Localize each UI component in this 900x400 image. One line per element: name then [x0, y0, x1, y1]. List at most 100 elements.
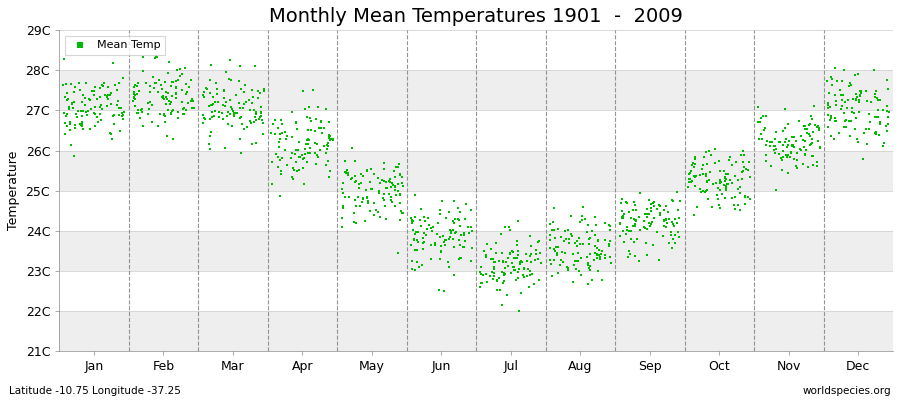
- Point: [237, 125, 251, 132]
- Point: [479, 270, 493, 277]
- Point: [702, 148, 716, 155]
- Point: [588, 232, 602, 238]
- Point: [324, 136, 338, 142]
- Point: [751, 118, 765, 125]
- Point: [248, 109, 263, 116]
- Point: [588, 250, 602, 256]
- Point: [233, 63, 248, 70]
- Point: [351, 185, 365, 192]
- Point: [528, 246, 543, 253]
- Point: [310, 152, 324, 158]
- Point: [496, 259, 510, 266]
- Point: [367, 200, 382, 206]
- Point: [444, 228, 458, 235]
- Point: [789, 150, 804, 156]
- Point: [443, 227, 457, 233]
- Point: [364, 166, 378, 172]
- Point: [729, 158, 743, 165]
- Point: [798, 123, 813, 130]
- Point: [561, 267, 575, 273]
- Point: [164, 111, 178, 117]
- Point: [152, 111, 166, 118]
- Point: [405, 220, 419, 226]
- Point: [781, 142, 796, 148]
- Point: [508, 276, 523, 283]
- Point: [395, 180, 410, 186]
- Point: [483, 273, 498, 279]
- Point: [377, 160, 392, 166]
- Point: [405, 258, 419, 264]
- Point: [787, 156, 801, 162]
- Point: [728, 206, 742, 212]
- Point: [158, 119, 172, 125]
- Point: [256, 86, 271, 92]
- Point: [179, 81, 194, 87]
- Point: [339, 168, 354, 175]
- Point: [355, 199, 369, 206]
- Point: [880, 77, 895, 83]
- Point: [505, 248, 519, 254]
- Point: [275, 121, 290, 127]
- Point: [776, 142, 790, 148]
- Point: [759, 158, 773, 164]
- Point: [416, 240, 430, 247]
- Point: [698, 189, 713, 195]
- Point: [484, 269, 499, 275]
- Point: [71, 108, 86, 114]
- Point: [592, 256, 607, 262]
- Point: [696, 170, 710, 177]
- Point: [809, 159, 824, 165]
- Point: [557, 238, 572, 244]
- Point: [383, 194, 398, 200]
- Point: [438, 237, 453, 243]
- Point: [876, 143, 890, 150]
- Point: [89, 96, 104, 102]
- Point: [716, 182, 731, 188]
- Point: [360, 168, 374, 174]
- Point: [358, 186, 373, 193]
- Point: [811, 122, 825, 129]
- Point: [246, 100, 260, 106]
- Point: [788, 134, 802, 140]
- Point: [477, 248, 491, 254]
- Point: [770, 187, 784, 194]
- Point: [765, 139, 779, 146]
- Point: [248, 140, 263, 146]
- Point: [572, 268, 586, 275]
- Point: [379, 179, 393, 185]
- Point: [298, 106, 312, 112]
- Point: [638, 211, 652, 218]
- Point: [601, 241, 616, 247]
- Point: [116, 112, 130, 118]
- Point: [339, 170, 354, 176]
- Point: [812, 127, 826, 134]
- Point: [361, 198, 375, 205]
- Point: [204, 62, 219, 69]
- Point: [794, 147, 808, 153]
- Point: [517, 266, 531, 272]
- Point: [723, 154, 737, 160]
- Point: [75, 121, 89, 128]
- Point: [98, 92, 112, 98]
- Point: [354, 180, 368, 186]
- Point: [699, 148, 714, 155]
- Point: [549, 244, 563, 250]
- Point: [742, 159, 756, 166]
- Point: [464, 258, 478, 264]
- Point: [718, 185, 733, 191]
- Point: [74, 108, 88, 115]
- Point: [490, 276, 504, 283]
- Point: [238, 89, 252, 95]
- Point: [302, 141, 316, 148]
- Point: [392, 172, 407, 178]
- Point: [184, 98, 198, 104]
- Point: [645, 200, 660, 206]
- Point: [550, 250, 564, 256]
- Point: [357, 218, 372, 224]
- Point: [555, 258, 570, 265]
- Point: [737, 164, 751, 170]
- Point: [754, 130, 769, 137]
- Point: [227, 109, 241, 116]
- Point: [278, 146, 293, 153]
- Point: [234, 86, 248, 92]
